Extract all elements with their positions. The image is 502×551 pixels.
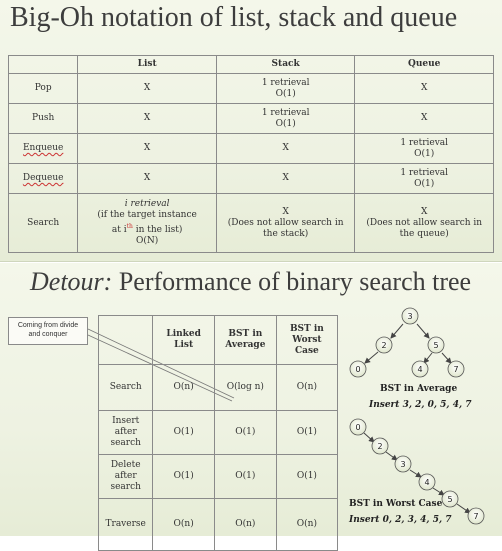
- cell: O(1): [152, 410, 215, 455]
- table-header-row: Linked List BST in Average BST in Worst …: [97, 315, 339, 365]
- worst-tree-node: [418, 473, 436, 491]
- table-row: Insert after search O(1) O(1) O(1): [97, 410, 339, 455]
- worst-tree-node-label: 5: [447, 495, 452, 504]
- worst-tree-node: [441, 490, 459, 508]
- header-queue: Queue: [354, 55, 494, 74]
- cell: X: [77, 163, 217, 194]
- op-insert: Insert after search: [97, 410, 154, 455]
- table-row: Dequeue X X 1 retrieval O(1): [7, 163, 494, 194]
- worst-tree-node-label: 4: [424, 478, 429, 487]
- table-header-row: List Stack Queue: [7, 55, 494, 74]
- cell: O(n): [213, 498, 277, 551]
- cell: X: [77, 133, 217, 164]
- op-enqueue: Enqueue: [7, 133, 79, 164]
- worst-tree-node: [371, 437, 389, 455]
- worst-tree-node: [349, 418, 367, 436]
- avg-tree-node: [447, 360, 465, 378]
- cell: X: [354, 73, 494, 104]
- header-corner: [97, 315, 154, 365]
- worst-tree-caption: BST in Worst Case: [349, 499, 443, 509]
- worst-tree-node: [467, 507, 485, 525]
- worst-tree-node-label: 0: [355, 423, 360, 432]
- callout-note: Coming from divide and conquer: [8, 317, 88, 345]
- table-row: Search i retrieval (if the target instan…: [7, 193, 494, 253]
- cell: O(log n): [213, 364, 277, 411]
- cell: X: [215, 133, 356, 164]
- worst-tree-node-label: 3: [400, 460, 405, 469]
- table-row: Push X 1 retrieval O(1) X: [7, 103, 494, 134]
- avg-tree-node: [349, 360, 367, 378]
- avg-tree-caption: BST in Average: [380, 384, 458, 394]
- cell: O(n): [275, 364, 339, 411]
- header-list: List: [77, 55, 217, 74]
- worst-tree-node: [394, 455, 412, 473]
- cell: X: [77, 103, 217, 134]
- cell: O(n): [275, 498, 339, 551]
- slide-big-oh: Big-Oh notation of list, stack and queue…: [0, 0, 502, 262]
- op-pop: Pop: [7, 73, 79, 104]
- header-bst-worst: BST in Worst Case: [275, 315, 339, 365]
- avg-tree-node-label: 4: [417, 365, 422, 374]
- header-corner: [7, 55, 79, 74]
- cell: O(1): [275, 410, 339, 455]
- cell: O(n): [152, 364, 215, 411]
- table-row: Delete after search O(1) O(1) O(1): [97, 454, 339, 499]
- avg-tree-node: [427, 336, 445, 354]
- cell: X (Does not allow search in the queue): [354, 193, 494, 253]
- table-row: Enqueue X X 1 retrieval O(1): [7, 133, 494, 164]
- bst-table: Linked List BST in Average BST in Worst …: [97, 315, 339, 551]
- header-bst-average: BST in Average: [213, 315, 277, 365]
- avg-tree-node-label: 5: [433, 341, 438, 350]
- complexity-table: List Stack Queue Pop X 1 retrieval O(1) X…: [7, 55, 494, 253]
- avg-tree-edges: [364, 323, 452, 364]
- op-push: Push: [7, 103, 79, 134]
- op-delete: Delete after search: [97, 454, 154, 499]
- op-dequeue: Dequeue: [7, 163, 79, 194]
- cell: O(1): [213, 454, 277, 499]
- slide-title: Detour: Performance of binary search tre…: [30, 267, 472, 296]
- cell: i retrieval (if the target instance at i…: [77, 193, 217, 253]
- avg-tree-node-label: 3: [407, 312, 412, 321]
- op-search: Search: [97, 364, 154, 411]
- cell: X: [215, 163, 356, 194]
- op-search: Search: [7, 193, 79, 253]
- header-linked-list: Linked List: [152, 315, 215, 365]
- cell: O(n): [152, 498, 215, 551]
- avg-tree-node-label: 7: [453, 365, 458, 374]
- cell: X: [77, 73, 217, 104]
- header-stack: Stack: [215, 55, 356, 74]
- avg-tree-node: [401, 307, 419, 325]
- cell: X: [354, 103, 494, 134]
- slide-bst-performance: Detour: Performance of binary search tre…: [0, 263, 502, 551]
- avg-tree-node: [375, 336, 393, 354]
- worst-tree-node-label: 2: [377, 442, 382, 451]
- cell: 1 retrieval O(1): [354, 163, 494, 194]
- bst-diagrams: 3 2 5 0 4 7 0 2 3 4 5 7: [349, 307, 485, 525]
- cell: O(1): [152, 454, 215, 499]
- table-row: Search O(n) O(log n) O(n): [97, 364, 339, 411]
- op-traverse: Traverse: [97, 498, 154, 551]
- slide-title: Big-Oh notation of list, stack and queue: [10, 2, 458, 33]
- avg-tree-insert-order: Insert 3, 2, 0, 5, 4, 7: [369, 400, 472, 410]
- table-row: Traverse O(n) O(n) O(n): [97, 498, 339, 551]
- avg-tree-node-label: 2: [381, 341, 386, 350]
- cell: 1 retrieval O(1): [215, 73, 356, 104]
- cell: O(1): [213, 410, 277, 455]
- cell: X (Does not allow search in the stack): [215, 193, 356, 253]
- worst-tree-node-label: 7: [473, 512, 478, 521]
- cell: 1 retrieval O(1): [215, 103, 356, 134]
- cell: O(1): [275, 454, 339, 499]
- cell: 1 retrieval O(1): [354, 133, 494, 164]
- worst-tree-insert-order: Insert 0, 2, 3, 4, 5, 7: [349, 515, 452, 525]
- avg-tree-node-label: 0: [355, 365, 360, 374]
- worst-tree-edges: [363, 432, 471, 514]
- table-row: Pop X 1 retrieval O(1) X: [7, 73, 494, 104]
- avg-tree-node: [411, 360, 429, 378]
